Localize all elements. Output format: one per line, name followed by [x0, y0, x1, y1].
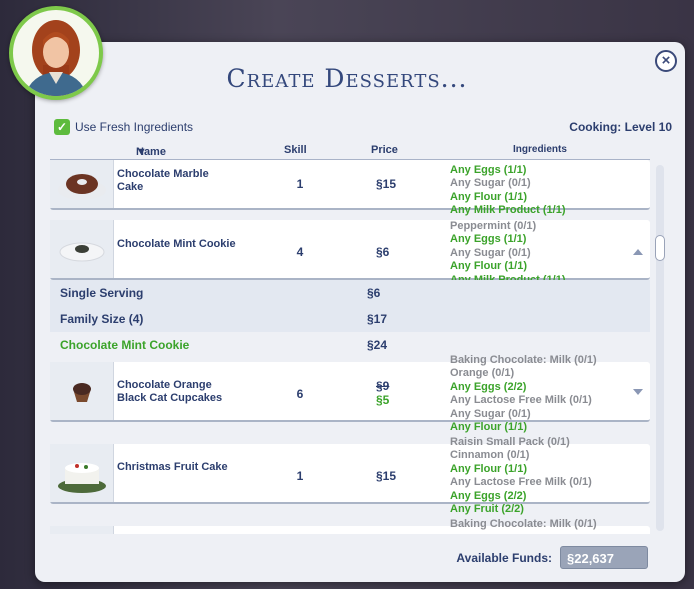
ingredient: Orange (0/1): [450, 367, 515, 380]
close-icon: ×: [661, 52, 671, 69]
ingredient: Any Lactose Free Milk (0/1): [450, 394, 592, 407]
recipe-price: §6: [376, 245, 390, 259]
serving-option[interactable]: Family Size (4) §17: [50, 306, 650, 332]
recipe-thumbnail: [50, 526, 114, 534]
dialog-title: Create Desserts...: [226, 64, 468, 93]
recipe-name: Chocolate Orange Black Cat Cupcakes: [117, 379, 223, 404]
ingredient: Any Eggs (2/2): [450, 489, 527, 502]
ingredient: Baking Chocolate: Milk (0/1): [450, 354, 597, 366]
fresh-label: Use Fresh Ingredients: [75, 120, 194, 134]
recipe-list: Chocolate Marble Cake 1 §15 Any Eggs (1/…: [50, 160, 650, 534]
ingredient: Any Eggs (1/1): [450, 233, 527, 246]
checkmark-icon[interactable]: ✓: [54, 119, 70, 135]
ingredient: Cinnamon (0/1): [450, 449, 530, 462]
serving-option[interactable]: Single Serving §6: [50, 280, 650, 306]
recipe-skill: 1: [296, 177, 304, 191]
recipe-name: Chocolate Marble Cake: [117, 168, 209, 193]
serving-label: Chocolate Mint Cookie: [60, 338, 190, 352]
recipe-thumbnail: [50, 220, 114, 278]
ingredient: Any Sugar (0/1): [450, 407, 531, 420]
ingredient: Raisin Small Pack (0/1): [450, 436, 570, 448]
ingredient: Any Lactose Free Milk (0/1): [450, 476, 592, 489]
recipe-price: §15: [376, 469, 397, 483]
serving-option[interactable]: Chocolate Mint Cookie §24: [50, 332, 650, 358]
ingredient-list: Baking Chocolate: Milk (0/1): [450, 518, 597, 531]
serving-label: Single Serving: [60, 286, 144, 300]
ingredient: Any Eggs (1/1): [450, 164, 527, 176]
ingredient: Any Flour (1/1): [450, 260, 528, 273]
list-scrollbar[interactable]: [656, 165, 664, 531]
ingredient: Any Flour (1/1): [450, 421, 528, 434]
ingredient-list: Raisin Small Pack (0/1) Cinnamon (0/1) A…: [450, 436, 592, 516]
available-funds-label: Available Funds:: [456, 551, 552, 565]
skill-column-header: Skill: [284, 144, 307, 156]
recipe-skill: 4: [296, 245, 304, 259]
ingredient: Any Fruit (2/2): [450, 503, 524, 516]
ingredient-list: Any Eggs (1/1) Any Sugar (0/1) Any Flour…: [450, 164, 566, 218]
ingredient: Any Eggs (2/2): [450, 380, 527, 393]
sim-avatar: [9, 6, 103, 100]
close-button[interactable]: ×: [655, 50, 677, 72]
serving-label: Family Size (4): [60, 312, 144, 326]
original-price: §9: [376, 379, 390, 393]
cooking-level: Cooking: Level 10: [569, 120, 672, 134]
recipe-name: Chocolate Mint Cookie: [117, 238, 236, 250]
recipe-skill: 1: [296, 469, 304, 483]
recipe-row[interactable]: Christmas Fruit Cake 1 §15 Raisin Small …: [50, 436, 650, 515]
ingredient: Any Sugar (0/1): [450, 246, 531, 259]
ingredient: Any Sugar (0/1): [450, 177, 531, 190]
recipe-row[interactable]: Chocolate Mint Cookie 4 §6 Peppermint (0…: [50, 220, 650, 286]
recipe-row[interactable]: Baking Chocolate: Milk (0/1): [50, 518, 650, 534]
recipe-row[interactable]: Chocolate Marble Cake 1 §15 Any Eggs (1/…: [50, 160, 650, 216]
available-funds-value: §22,637: [560, 546, 648, 569]
recipe-thumbnail: [50, 160, 114, 208]
serving-price: §17: [367, 312, 388, 326]
sale-price: §5: [376, 393, 390, 407]
recipe-name: Christmas Fruit Cake: [117, 461, 228, 473]
expand-arrow-icon[interactable]: [633, 389, 643, 395]
recipe-thumbnail: [50, 362, 114, 420]
list-header: Name ▼ Skill Price Ingredients: [50, 142, 650, 160]
ingredient: Any Flour (1/1): [450, 190, 528, 203]
ingredient-list: Peppermint (0/1) Any Eggs (1/1) Any Suga…: [450, 220, 566, 287]
serving-price: §6: [367, 286, 381, 300]
recipe-thumbnail: [50, 444, 114, 502]
price-column-header: Price: [371, 144, 398, 156]
recipe-price: §9 §5: [376, 379, 389, 407]
recipe-row[interactable]: Chocolate Orange Black Cat Cupcakes 6 §9…: [50, 354, 650, 433]
recipe-skill: 6: [296, 387, 304, 401]
ingredient: Any Flour (1/1): [450, 462, 528, 475]
ingredient: Baking Chocolate: Milk (0/1): [450, 518, 597, 530]
ingredient: Peppermint (0/1): [450, 220, 537, 232]
scrollbar-thumb[interactable]: [655, 235, 665, 261]
recipe-price: §15: [376, 177, 397, 191]
use-fresh-ingredients-toggle[interactable]: ✓ Use Fresh Ingredients: [54, 119, 193, 135]
ingredient-list: Baking Chocolate: Milk (0/1) Orange (0/1…: [450, 354, 597, 434]
sort-down-icon: ▼: [136, 146, 147, 158]
ingredients-column-header: Ingredients: [513, 144, 567, 155]
serving-price: §24: [367, 338, 388, 352]
collapse-arrow-icon[interactable]: [633, 249, 643, 255]
ingredient: Any Milk Product (1/1): [450, 204, 566, 217]
